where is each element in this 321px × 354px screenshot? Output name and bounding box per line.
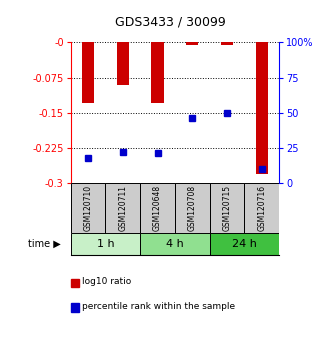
Bar	[221, 42, 233, 45]
Text: log10 ratio: log10 ratio	[82, 277, 131, 286]
FancyBboxPatch shape	[140, 183, 175, 233]
Text: GSM120716: GSM120716	[257, 185, 266, 231]
FancyBboxPatch shape	[140, 233, 210, 255]
Text: percentile rank within the sample: percentile rank within the sample	[82, 302, 235, 311]
Text: time ▶: time ▶	[28, 239, 61, 249]
FancyBboxPatch shape	[105, 183, 140, 233]
Text: 1 h: 1 h	[97, 239, 114, 249]
Text: GSM120711: GSM120711	[118, 185, 127, 231]
FancyBboxPatch shape	[210, 233, 279, 255]
Bar	[117, 42, 129, 85]
Text: GSM120708: GSM120708	[188, 185, 197, 231]
FancyBboxPatch shape	[175, 183, 210, 233]
Text: GSM120715: GSM120715	[222, 185, 232, 231]
FancyBboxPatch shape	[71, 183, 105, 233]
FancyBboxPatch shape	[71, 233, 140, 255]
Text: GSM120648: GSM120648	[153, 185, 162, 231]
Text: GSM120710: GSM120710	[83, 185, 92, 231]
FancyBboxPatch shape	[245, 183, 279, 233]
Bar	[256, 42, 268, 173]
Bar	[152, 42, 164, 103]
Bar	[186, 42, 198, 45]
Bar	[82, 42, 94, 103]
Text: GDS3433 / 30099: GDS3433 / 30099	[115, 16, 226, 29]
Text: 4 h: 4 h	[166, 239, 184, 249]
Text: 24 h: 24 h	[232, 239, 257, 249]
FancyBboxPatch shape	[210, 183, 245, 233]
